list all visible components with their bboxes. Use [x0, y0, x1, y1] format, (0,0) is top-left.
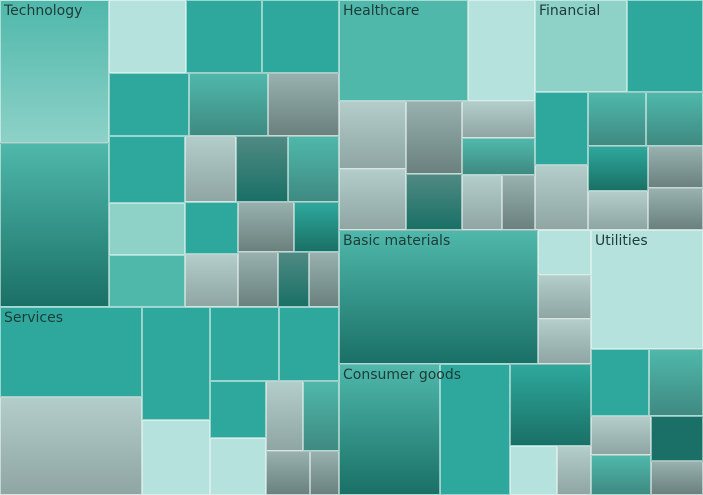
technology-tile[interactable]	[237, 251, 279, 307]
basic-materials-tile[interactable]	[538, 274, 591, 320]
technology-tile[interactable]	[237, 201, 295, 252]
healthcare-tile[interactable]	[405, 101, 462, 174]
consumer-goods-tile[interactable]	[557, 445, 591, 495]
healthcare-tile[interactable]	[339, 0, 469, 102]
services-tile[interactable]	[142, 419, 211, 495]
healthcare-tile[interactable]	[502, 174, 535, 230]
technology-tile[interactable]	[184, 136, 237, 202]
utilities-tile[interactable]	[650, 415, 703, 461]
services-tile[interactable]	[266, 451, 310, 495]
financial-tile[interactable]	[647, 187, 703, 230]
basic-materials-tile[interactable]	[538, 230, 591, 275]
services-tile[interactable]	[0, 307, 143, 397]
healthcare-tile[interactable]	[339, 168, 406, 230]
financial-tile[interactable]	[647, 145, 703, 188]
technology-tile[interactable]	[287, 136, 339, 202]
technology-tile[interactable]	[109, 136, 185, 204]
healthcare-tile[interactable]	[405, 173, 462, 230]
services-tile[interactable]	[309, 451, 339, 495]
healthcare-tile[interactable]	[461, 174, 503, 230]
financial-tile[interactable]	[627, 0, 703, 92]
financial-tile[interactable]	[588, 191, 648, 230]
healthcare-tile[interactable]	[468, 0, 535, 102]
utilities-tile[interactable]	[591, 230, 703, 350]
services-tile[interactable]	[266, 381, 303, 452]
consumer-goods-tile[interactable]	[339, 364, 440, 495]
technology-tile[interactable]	[109, 255, 185, 307]
healthcare-tile[interactable]	[339, 101, 406, 169]
technology-tile[interactable]	[184, 254, 238, 307]
consumer-goods-tile[interactable]	[510, 364, 591, 446]
financial-tile[interactable]	[535, 0, 628, 92]
healthcare-tile[interactable]	[461, 101, 535, 138]
services-tile[interactable]	[210, 381, 267, 439]
technology-tile[interactable]	[308, 251, 339, 307]
technology-tile[interactable]	[109, 203, 185, 256]
utilities-tile[interactable]	[591, 455, 651, 495]
financial-tile[interactable]	[645, 92, 703, 146]
financial-tile[interactable]	[535, 164, 589, 230]
technology-tile[interactable]	[268, 73, 339, 137]
basic-materials-tile[interactable]	[538, 319, 591, 364]
technology-tile[interactable]	[109, 0, 186, 74]
utilities-tile[interactable]	[650, 460, 703, 495]
services-tile[interactable]	[142, 307, 211, 420]
technology-tile[interactable]	[188, 73, 269, 137]
services-tile[interactable]	[210, 438, 267, 495]
technology-tile[interactable]	[185, 0, 263, 74]
healthcare-tile[interactable]	[461, 138, 535, 175]
services-tile[interactable]	[0, 396, 143, 495]
technology-tile[interactable]	[0, 0, 110, 144]
utilities-tile[interactable]	[591, 349, 650, 416]
utilities-tile[interactable]	[591, 415, 651, 456]
technology-tile[interactable]	[0, 143, 110, 307]
basic-materials-tile[interactable]	[339, 230, 539, 364]
technology-tile[interactable]	[294, 201, 339, 252]
services-tile[interactable]	[278, 307, 339, 382]
services-tile[interactable]	[302, 381, 339, 452]
consumer-goods-tile[interactable]	[510, 445, 558, 495]
technology-tile[interactable]	[278, 251, 309, 307]
technology-tile[interactable]	[184, 201, 238, 255]
technology-tile[interactable]	[109, 73, 189, 137]
utilities-tile[interactable]	[649, 349, 703, 416]
financial-tile[interactable]	[588, 92, 646, 146]
financial-tile[interactable]	[588, 145, 648, 192]
consumer-goods-tile[interactable]	[439, 364, 511, 495]
financial-tile[interactable]	[535, 92, 589, 165]
services-tile[interactable]	[210, 307, 279, 382]
technology-tile[interactable]	[262, 0, 339, 74]
technology-tile[interactable]	[236, 136, 288, 202]
